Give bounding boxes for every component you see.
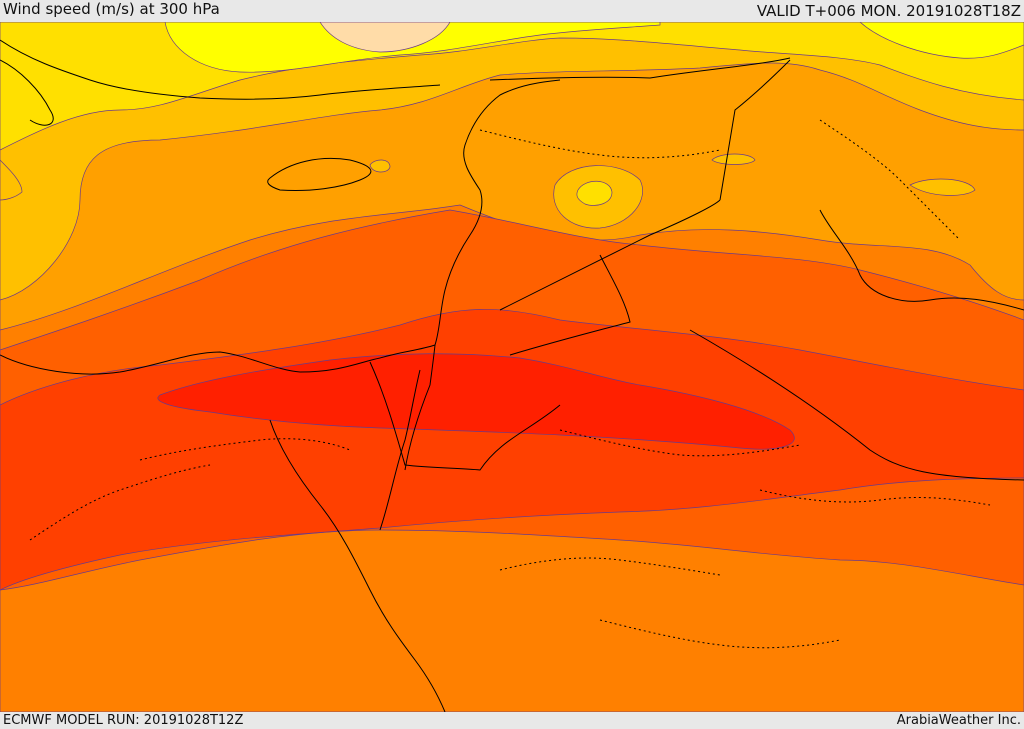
credit-label: ArabiaWeather Inc. [896, 713, 1021, 728]
wind-cell [909, 178, 976, 196]
header-bar: Wind speed (m/s) at 300 hPa VALID T+006 … [0, 0, 1024, 22]
map-title: Wind speed (m/s) at 300 hPa [3, 0, 220, 18]
border-syria-iraq [719, 59, 791, 201]
gulf-of-aqaba [404, 344, 436, 471]
wind-cell [0, 159, 23, 201]
wind-speed-map [0, 22, 1024, 712]
wind-cell [711, 153, 756, 165]
coastlines [0, 39, 1024, 712]
valid-time: VALID T+006 MON. 20191028T18Z [756, 2, 1021, 20]
wind-band-8 [157, 353, 795, 450]
border-iraq-saudi [499, 199, 721, 311]
model-run-label: ECMWF MODEL RUN: 20191028T12Z [3, 713, 244, 728]
greece-islands [0, 59, 54, 126]
wind-band-1-east [859, 22, 1024, 59]
red-sea-coast [269, 419, 446, 712]
turkey-coast [0, 39, 441, 100]
wind-cell [369, 159, 391, 173]
footer-bar: ECMWF MODEL RUN: 20191028T12Z ArabiaWeat… [0, 712, 1024, 729]
wind-band-3 [0, 22, 1024, 301]
wind-cell [576, 180, 613, 206]
cyprus-coast [267, 157, 372, 191]
border-jordan-saudi [509, 254, 631, 356]
wind-peak-spot [319, 22, 451, 53]
gulf-of-suez [379, 369, 421, 531]
border-egypt-libya [369, 361, 561, 471]
political-borders [369, 57, 1024, 481]
province-borders [29, 119, 991, 649]
border-turkey-syria [489, 57, 791, 81]
caspian-west-coast [819, 209, 1024, 311]
border-iran-iraq [689, 329, 1024, 481]
